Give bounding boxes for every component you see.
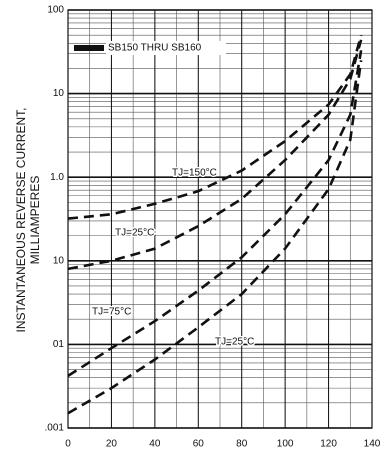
x-tick-label: 0	[65, 439, 71, 450]
y-tick-label: 10	[53, 88, 65, 99]
y-axis-title: INSTANTANEOUS REVERSE CURRENT,	[14, 108, 28, 333]
series-label: TJ=150°C	[172, 168, 217, 179]
data-line	[67, 50, 363, 377]
legend-bg	[106, 41, 226, 55]
series-label: TJ=25°C	[215, 337, 254, 348]
data-line	[67, 34, 363, 220]
series-label: TJ=25°C	[115, 228, 154, 239]
data-line	[67, 60, 363, 415]
x-tick-label: 20	[106, 439, 118, 450]
y-axis-title: MILLIAMPERES	[28, 176, 42, 265]
x-tick-label: 100	[277, 439, 294, 450]
y-tick-label: .001	[45, 423, 65, 434]
y-tick-label: 10	[53, 255, 65, 266]
y-tick-label: 1.0	[50, 172, 64, 183]
y-tick-label: 01	[53, 339, 65, 350]
legend-swatch	[74, 45, 104, 51]
legend-label: SB150 THRU SB160	[108, 43, 202, 54]
series-label: TJ=75°C	[92, 307, 131, 318]
x-tick-label: 120	[320, 439, 337, 450]
x-tick-label: 60	[193, 439, 205, 450]
data-line	[67, 39, 363, 271]
x-tick-label: 140	[364, 439, 381, 450]
y-tick-label: 100	[47, 5, 64, 16]
x-tick-label: 40	[149, 439, 161, 450]
x-tick-label: 80	[236, 439, 248, 450]
